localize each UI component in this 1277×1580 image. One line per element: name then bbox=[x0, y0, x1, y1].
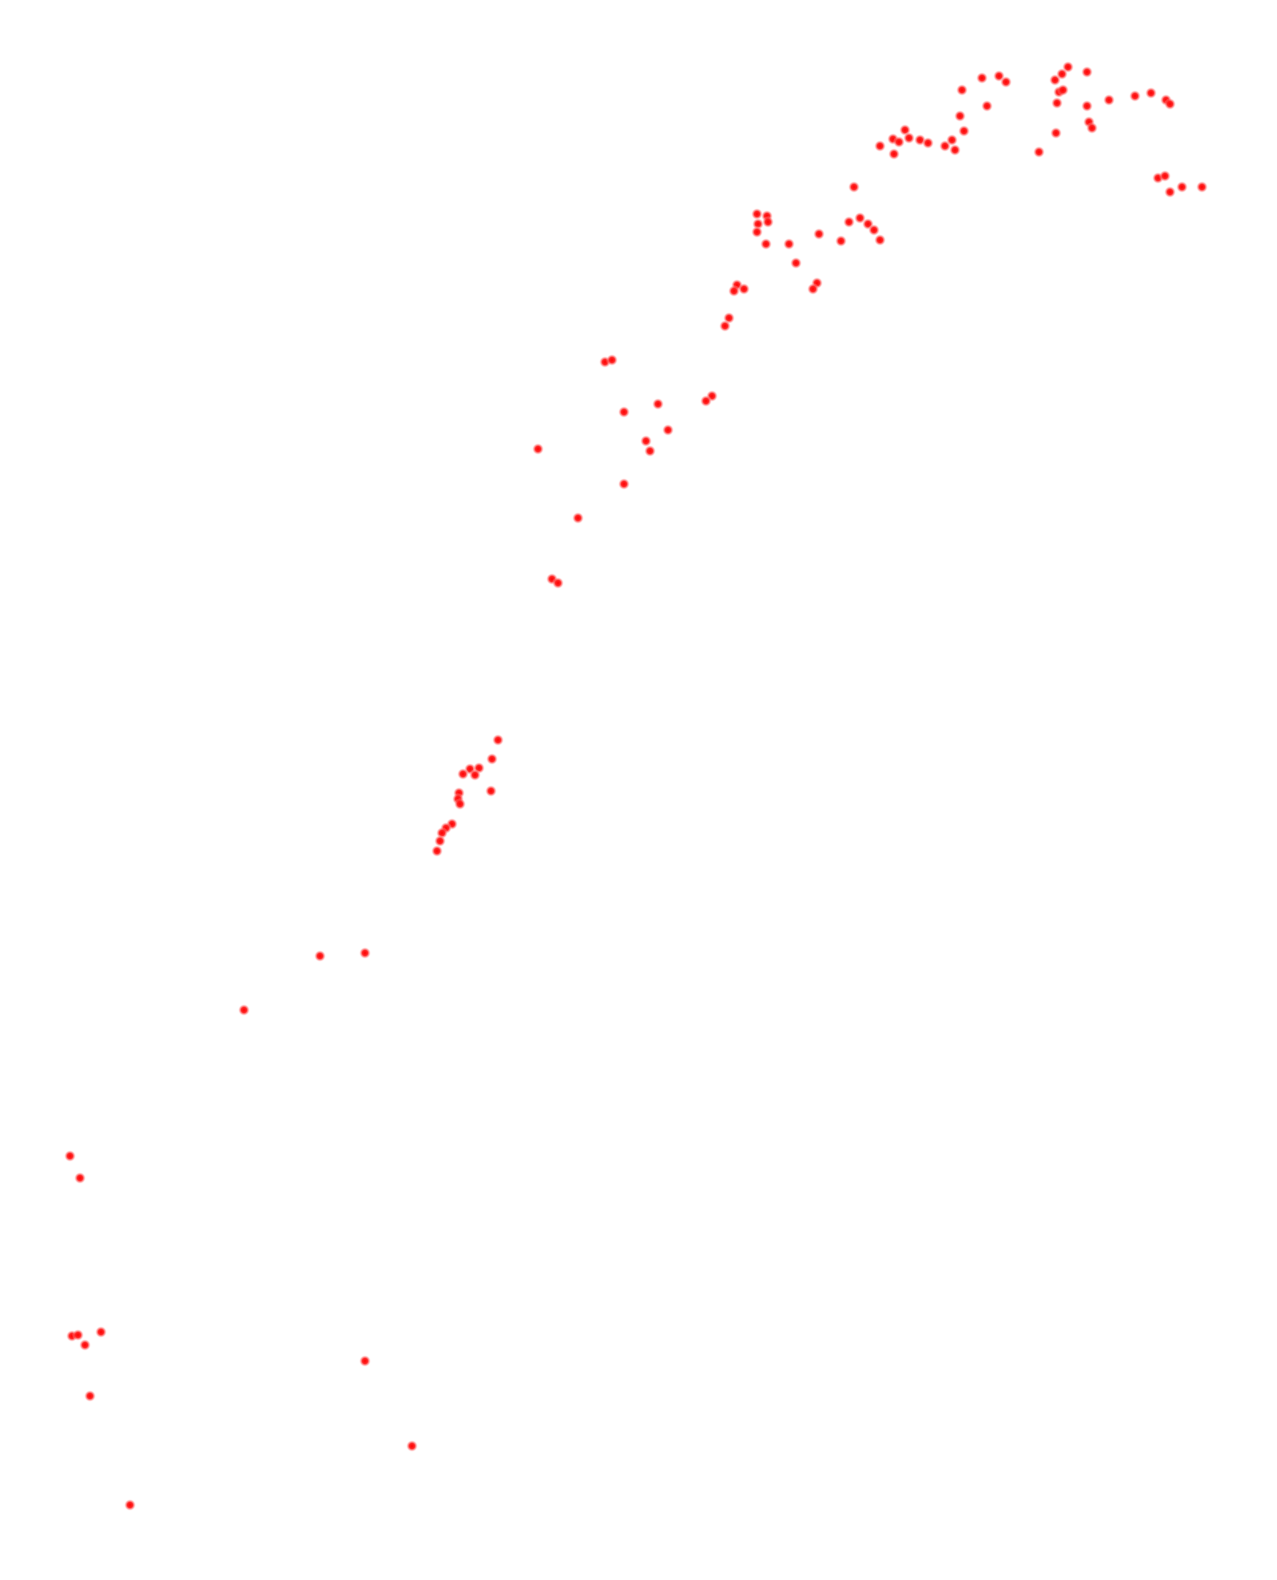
data-point bbox=[606, 354, 618, 366]
data-point bbox=[719, 320, 731, 332]
data-point bbox=[954, 110, 966, 122]
data-point bbox=[457, 768, 469, 780]
data-point bbox=[807, 283, 819, 295]
data-point bbox=[1081, 66, 1093, 78]
data-point bbox=[762, 216, 774, 228]
data-point bbox=[946, 134, 958, 146]
data-point bbox=[783, 238, 795, 250]
data-point bbox=[976, 72, 988, 84]
data-point bbox=[486, 753, 498, 765]
data-point bbox=[618, 478, 630, 490]
data-point bbox=[469, 769, 481, 781]
data-point bbox=[949, 144, 961, 156]
data-point bbox=[1164, 98, 1176, 110]
data-point bbox=[813, 228, 825, 240]
data-points bbox=[64, 61, 1208, 1511]
data-point bbox=[1050, 127, 1062, 139]
data-point bbox=[760, 238, 772, 250]
data-point bbox=[1145, 87, 1157, 99]
data-point bbox=[751, 226, 763, 238]
data-point bbox=[958, 125, 970, 137]
data-point bbox=[572, 512, 584, 524]
data-point bbox=[72, 1329, 84, 1341]
data-point bbox=[64, 1150, 76, 1162]
data-point bbox=[431, 845, 443, 857]
data-point bbox=[359, 1355, 371, 1367]
data-point bbox=[1103, 94, 1115, 106]
data-point bbox=[874, 234, 886, 246]
data-point bbox=[79, 1339, 91, 1351]
data-point bbox=[454, 798, 466, 810]
data-point bbox=[618, 406, 630, 418]
data-point bbox=[238, 1004, 250, 1016]
data-point bbox=[644, 445, 656, 457]
data-point bbox=[314, 950, 326, 962]
data-point bbox=[843, 216, 855, 228]
data-point bbox=[981, 100, 993, 112]
data-point bbox=[74, 1172, 86, 1184]
data-point bbox=[1176, 181, 1188, 193]
data-point bbox=[728, 285, 740, 297]
data-point bbox=[848, 181, 860, 193]
data-point bbox=[485, 785, 497, 797]
data-point bbox=[868, 224, 880, 236]
data-point bbox=[1081, 100, 1093, 112]
data-point bbox=[874, 140, 886, 152]
data-point bbox=[95, 1326, 107, 1338]
data-point bbox=[1057, 84, 1069, 96]
data-point bbox=[922, 137, 934, 149]
data-point bbox=[406, 1440, 418, 1452]
data-point bbox=[1129, 90, 1141, 102]
data-point bbox=[1051, 97, 1063, 109]
data-point bbox=[652, 398, 664, 410]
data-point bbox=[893, 136, 905, 148]
data-point bbox=[1159, 170, 1171, 182]
data-point bbox=[662, 424, 674, 436]
data-point bbox=[888, 148, 900, 160]
data-point bbox=[640, 435, 652, 447]
data-point bbox=[532, 443, 544, 455]
data-point bbox=[1086, 122, 1098, 134]
data-point bbox=[1056, 68, 1068, 80]
data-point bbox=[751, 208, 763, 220]
data-point bbox=[1196, 181, 1208, 193]
data-point bbox=[1000, 76, 1012, 88]
data-point bbox=[492, 734, 504, 746]
data-point bbox=[700, 395, 712, 407]
data-point bbox=[738, 283, 750, 295]
data-point bbox=[359, 947, 371, 959]
data-point bbox=[790, 257, 802, 269]
data-point bbox=[84, 1390, 96, 1402]
data-point bbox=[434, 835, 446, 847]
data-point bbox=[552, 577, 564, 589]
data-point bbox=[835, 235, 847, 247]
data-point bbox=[903, 132, 915, 144]
data-point bbox=[124, 1499, 136, 1511]
data-point bbox=[956, 84, 968, 96]
data-point bbox=[1164, 186, 1176, 198]
data-point bbox=[1033, 146, 1045, 158]
